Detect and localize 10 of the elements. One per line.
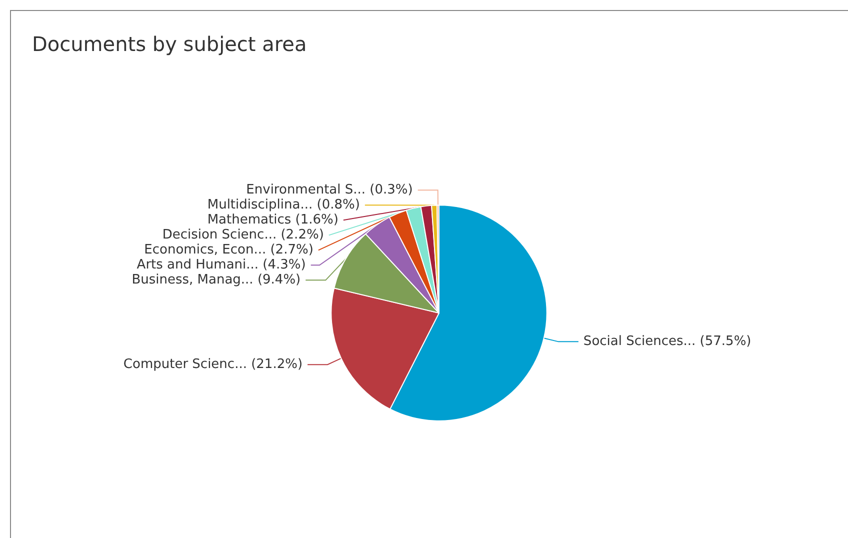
slice-label: Decision Scienc... (2.2%) [162,228,324,243]
slice-label: Computer Scienc... (21.2%) [123,357,303,372]
slice-label: Arts and Humani... (4.3%) [136,258,306,273]
chart-title: Documents by subject area [32,32,307,56]
slice-label: Business, Manag... (9.4%) [132,272,301,288]
slice-label: Mathematics (1.6%) [207,212,338,228]
slice-label: Social Sciences... (57.5%) [583,334,752,350]
slice-label: Multidisciplina... (0.8%) [207,198,360,213]
slice-label: Environmental S... (0.3%) [246,182,413,198]
slice-label: Economics, Econ... (2.7%) [144,242,314,258]
